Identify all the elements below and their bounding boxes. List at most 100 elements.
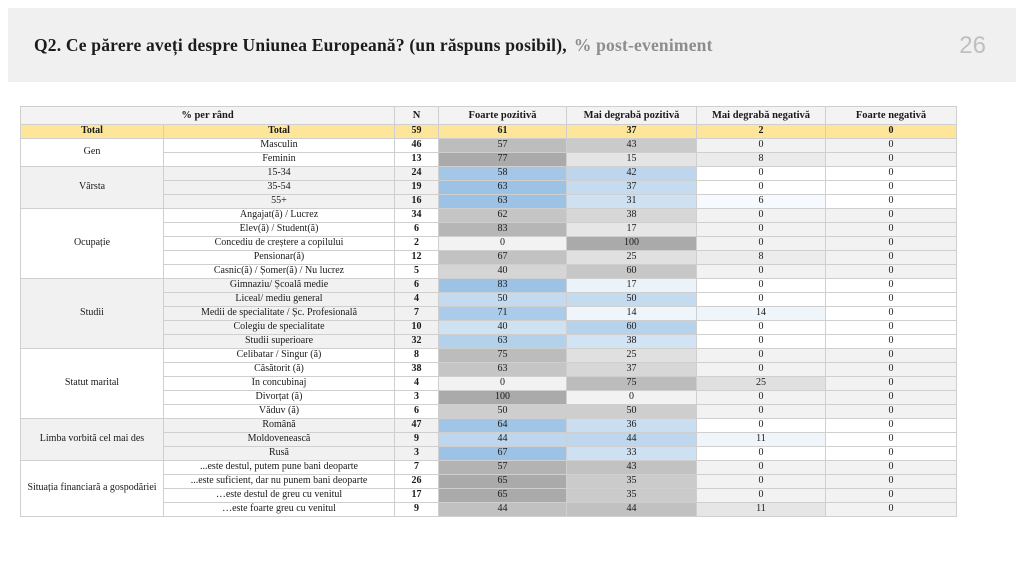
value-cell: 0 — [825, 488, 957, 503]
n-value: 32 — [394, 334, 439, 349]
value-cell: 0 — [696, 446, 826, 461]
table-row: Concediu de creștere a copilului 2 0 100 0 0 — [21, 236, 957, 251]
n-value: 5 — [394, 264, 439, 279]
value-cell: 0 — [696, 460, 826, 475]
table-row: Moldovenească 9 44 44 11 0 — [21, 432, 957, 447]
value-cell: 6 — [696, 194, 826, 209]
value-cell: 83 — [438, 222, 567, 237]
value-cell: 62 — [438, 208, 567, 223]
value-cell: 50 — [438, 404, 567, 419]
value-cell: 17 — [566, 222, 697, 237]
n-value: 38 — [394, 362, 439, 377]
group-label: Situația financiară a gospodăriei — [20, 460, 164, 517]
table-row: Limba vorbită cel mai des Română 47 64 36 0 0 — [20, 418, 957, 461]
header-mai-degraba-negativa: Mai degrabă negativă — [696, 106, 826, 125]
value-cell: 0 — [825, 362, 957, 377]
value-cell: 100 — [438, 390, 567, 405]
value-cell: 60 — [566, 264, 697, 279]
value-cell: 65 — [438, 488, 567, 503]
row-label: Concediu de creștere a copilului — [163, 236, 395, 251]
value-cell: 0 — [825, 292, 957, 307]
table-row: Medii de specialitate / Șc. Profesională… — [21, 306, 957, 321]
value-cell: 71 — [438, 306, 567, 321]
value-cell: 0 — [825, 236, 957, 251]
row-label: 35-54 — [163, 180, 395, 195]
survey-table: % per rând N Foarte pozitivă Mai degrabă… — [20, 106, 957, 517]
value-cell: 0 — [825, 138, 957, 153]
row-label: Rusă — [163, 446, 395, 461]
row-label: În concubinaj — [163, 376, 395, 391]
value-cell: 0 — [825, 418, 957, 433]
table-row: Elev(ă) / Student(ă) 6 83 17 0 0 — [21, 222, 957, 237]
row-label: Pensionar(ă) — [163, 250, 395, 265]
value-cell: 0 — [696, 236, 826, 251]
table-row: …este foarte greu cu venitul 9 44 44 11 0 — [21, 502, 957, 517]
table-row: Gen Masculin 46 57 43 0 0 — [20, 138, 957, 167]
value-cell: 14 — [566, 306, 697, 321]
value-cell: 83 — [438, 278, 567, 293]
value-cell: 37 — [566, 124, 697, 139]
group-label: Gen — [20, 138, 164, 167]
value-cell: 58 — [438, 166, 567, 181]
value-cell: 0 — [696, 222, 826, 237]
value-cell: 0 — [696, 292, 826, 307]
n-value: 16 — [394, 194, 439, 209]
n-value: 24 — [394, 166, 439, 181]
row-label: …este foarte greu cu venitul — [163, 502, 395, 517]
table-row: Liceal/ mediu general 4 50 50 0 0 — [21, 292, 957, 307]
n-value: 34 — [394, 208, 439, 223]
value-cell: 0 — [696, 138, 826, 153]
value-cell: 0 — [696, 334, 826, 349]
table-row: ...este suficient, dar nu punem bani deo… — [21, 474, 957, 489]
n-value: 2 — [394, 236, 439, 251]
value-cell: 42 — [566, 166, 697, 181]
value-cell: 50 — [566, 292, 697, 307]
value-cell: 0 — [825, 432, 957, 447]
value-cell: 44 — [438, 432, 567, 447]
table-row: Statut marital Celibatar / Singur (ă) 8 75 2… — [20, 348, 957, 419]
value-cell: 0 — [696, 362, 826, 377]
table-row: Studii Gimnaziu/ Școală medie 6 83 17 0 0 — [20, 278, 957, 349]
value-cell: 31 — [566, 194, 697, 209]
total-row: Total Total 59 61 37 2 0 — [20, 124, 957, 139]
row-label: Văduv (ă) — [163, 404, 395, 419]
value-cell: 0 — [696, 404, 826, 419]
row-label: ...este destul, putem pune bani deoparte — [163, 460, 395, 475]
value-cell: 64 — [438, 418, 567, 433]
header-row-pct: % per rând — [20, 106, 395, 125]
value-cell: 100 — [566, 236, 697, 251]
row-label: Gimnaziu/ Școală medie — [163, 278, 395, 293]
value-cell: 25 — [566, 348, 697, 363]
n-value: 6 — [394, 404, 439, 419]
title-bar: Q2. Ce părere aveți despre Uniunea Europ… — [8, 8, 1016, 82]
n-value: 9 — [394, 432, 439, 447]
value-cell: 0 — [825, 446, 957, 461]
value-cell: 37 — [566, 362, 697, 377]
n-value: 3 — [394, 390, 439, 405]
value-cell: 0 — [825, 320, 957, 335]
value-cell: 60 — [566, 320, 697, 335]
value-cell: 44 — [438, 502, 567, 517]
table-row: Vârsta 15-34 24 58 42 0 0 — [20, 166, 957, 209]
value-cell: 65 — [438, 474, 567, 489]
table-body: Total Total 59 61 37 2 0 Gen Masculin 46 57 43 0 0 Fem… — [20, 124, 957, 517]
value-cell: 0 — [825, 460, 957, 475]
header-n: N — [394, 106, 439, 125]
value-cell: 77 — [438, 152, 567, 167]
row-label: Angajat(ă) / Lucrez — [163, 208, 395, 223]
value-cell: 57 — [438, 460, 567, 475]
value-cell: 25 — [566, 250, 697, 265]
value-cell: 0 — [696, 488, 826, 503]
value-cell: 57 — [438, 138, 567, 153]
title-accent: % post-eveniment — [573, 34, 713, 55]
value-cell: 50 — [438, 292, 567, 307]
row-label: 15-34 — [163, 166, 395, 181]
value-cell: 0 — [696, 474, 826, 489]
value-cell: 43 — [566, 138, 697, 153]
value-cell: 0 — [825, 264, 957, 279]
value-cell: 0 — [438, 236, 567, 251]
n-value: 6 — [394, 278, 439, 293]
row-label: Masculin — [163, 138, 395, 153]
value-cell: 63 — [438, 194, 567, 209]
